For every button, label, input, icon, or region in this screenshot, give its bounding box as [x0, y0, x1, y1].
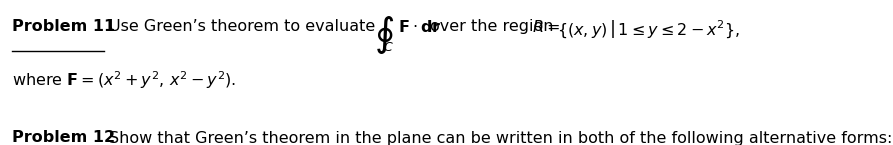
Text: $R$: $R$ — [532, 19, 544, 35]
Text: Problem 11: Problem 11 — [12, 19, 114, 34]
Text: $\mathbf{F}\cdot \mathbf{dr}$: $\mathbf{F}\cdot \mathbf{dr}$ — [398, 19, 442, 35]
Text: Use Green’s theorem to evaluate: Use Green’s theorem to evaluate — [109, 19, 375, 34]
Text: Show that Green’s theorem in the plane can be written in both of the following a: Show that Green’s theorem in the plane c… — [109, 130, 892, 145]
Text: Problem 12: Problem 12 — [12, 130, 114, 145]
Text: $\left\{(x,y)\,\middle|\,1 \leq y \leq 2 - x^2\right\},$: $\left\{(x,y)\,\middle|\,1 \leq y \leq 2… — [557, 19, 740, 40]
Text: $C$: $C$ — [383, 41, 394, 54]
Text: where $\mathbf{F} = (x^2 + y^2,\, x^2 - y^2).$: where $\mathbf{F} = (x^2 + y^2,\, x^2 - … — [12, 70, 236, 91]
Text: over the region: over the region — [430, 19, 554, 34]
Text: $\oint$: $\oint$ — [374, 14, 395, 57]
Text: $=$: $=$ — [543, 19, 560, 34]
